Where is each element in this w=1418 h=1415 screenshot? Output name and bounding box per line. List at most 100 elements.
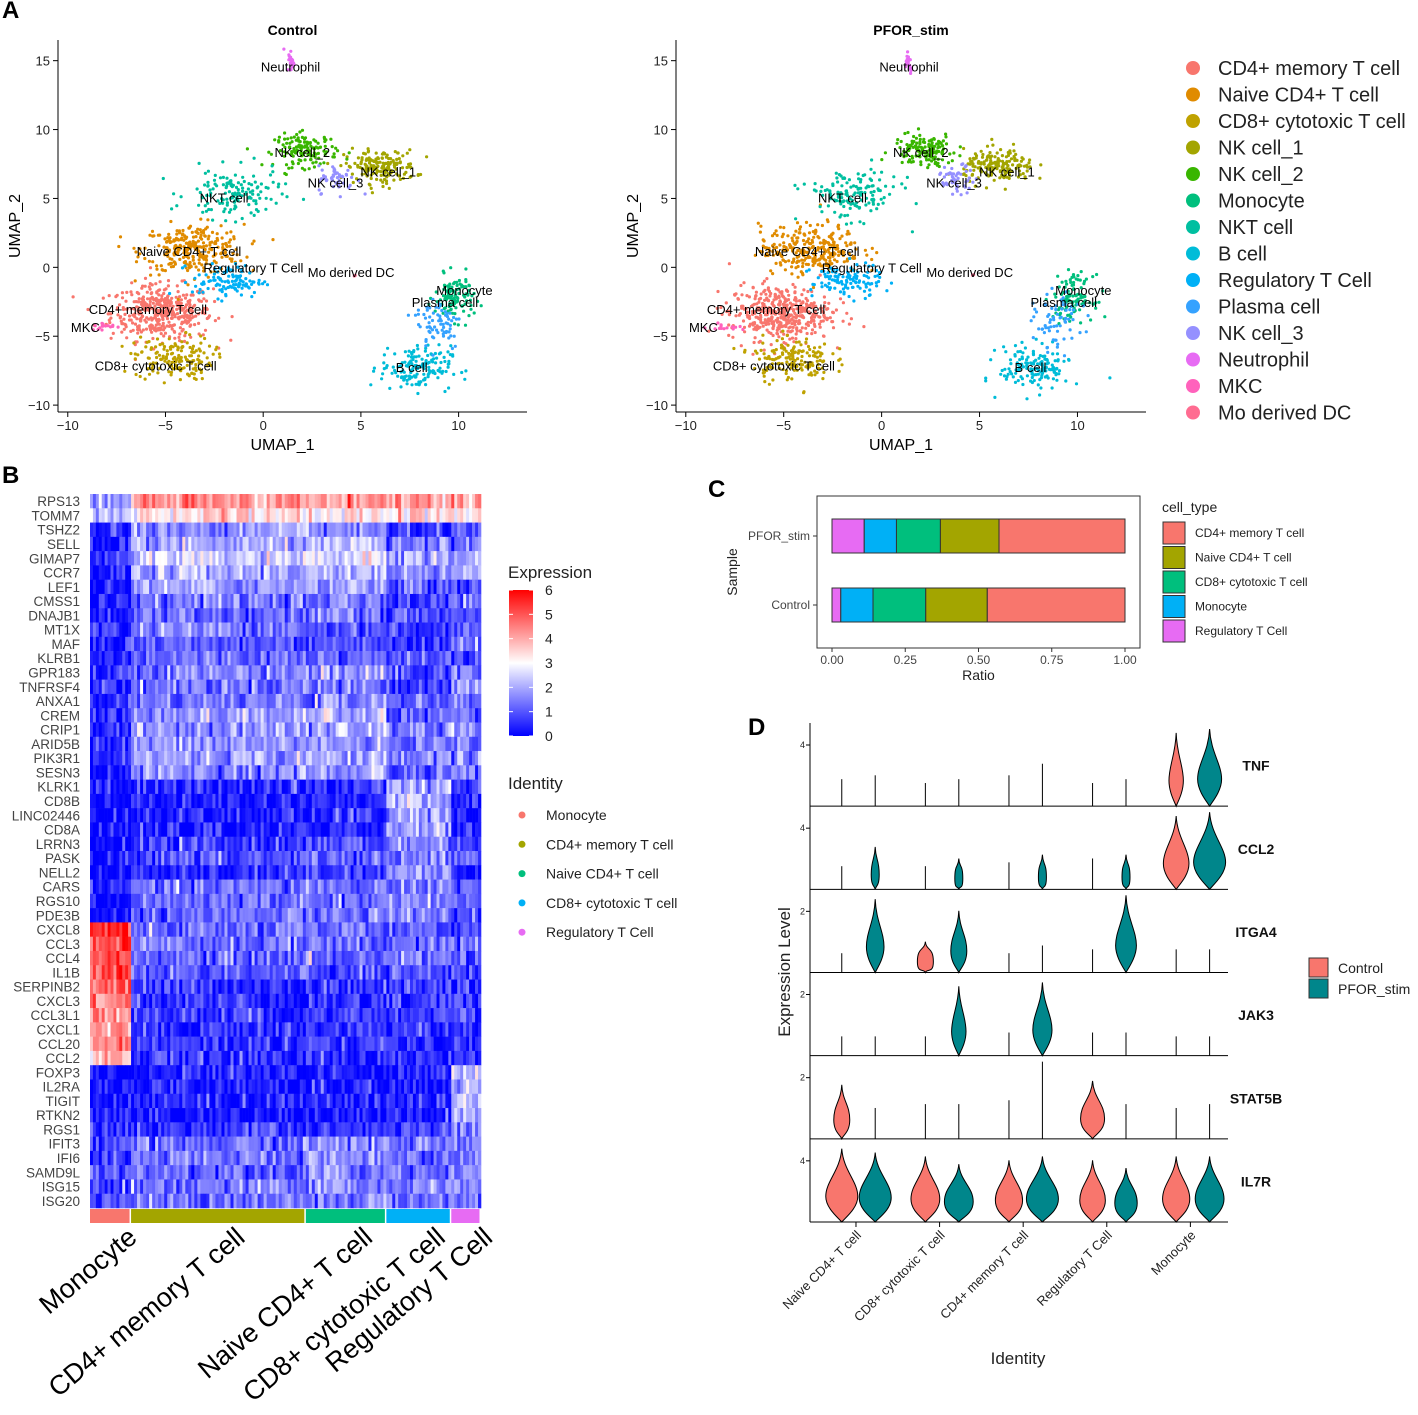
panel-label-c: C — [708, 476, 725, 503]
umap-point — [985, 144, 990, 148]
heatmap-cell — [98, 508, 103, 523]
umap-point — [788, 325, 793, 329]
umap-point — [290, 166, 294, 170]
legend-key — [1186, 246, 1200, 261]
umap-point — [439, 322, 443, 326]
heatmap-cell — [275, 536, 280, 552]
umap-point — [129, 307, 133, 311]
umap-point — [178, 358, 182, 362]
heatmap-cell — [119, 622, 123, 638]
y-tick-label: −5 — [35, 329, 50, 344]
umap-point — [769, 343, 773, 347]
heatmap-cell — [104, 851, 108, 866]
heatmap-cell — [134, 608, 138, 623]
heatmap-cell — [185, 565, 189, 580]
umap-point — [258, 196, 262, 200]
heatmap-cell — [206, 522, 210, 538]
heatmap-cell — [113, 836, 117, 852]
umap-point — [823, 283, 828, 287]
umap-point — [1050, 286, 1054, 290]
heatmap-cell — [98, 708, 103, 723]
heatmap-cell — [125, 808, 129, 823]
heatmap-cell — [143, 565, 147, 580]
heatmap-cell — [230, 494, 234, 509]
umap-point — [841, 287, 846, 291]
heatmap-cell — [200, 522, 204, 538]
heatmap-cell — [167, 579, 171, 595]
umap-point — [394, 161, 399, 165]
heatmap-cell — [101, 579, 105, 595]
umap-point — [136, 325, 140, 329]
umap-point — [1020, 355, 1024, 359]
umap-point — [802, 288, 806, 292]
umap-point — [202, 297, 206, 301]
heatmap-cell — [125, 608, 129, 623]
umap-point — [155, 355, 159, 360]
umap-point — [139, 335, 143, 339]
umap-point — [437, 343, 441, 347]
heatmap-cell — [239, 593, 243, 609]
umap-point — [832, 278, 837, 282]
heatmap-cell — [98, 565, 103, 580]
heatmap-cell — [128, 1165, 132, 1180]
umap-point — [1038, 354, 1042, 358]
legend-label: Mo derived DC — [1218, 403, 1351, 425]
heatmap-cell — [104, 636, 108, 652]
umap-point — [793, 290, 797, 294]
umap-point — [135, 290, 139, 295]
umap-point — [228, 238, 232, 242]
umap-point — [289, 49, 293, 53]
heatmap-cell — [107, 608, 111, 623]
umap-point — [202, 351, 206, 355]
umap-point — [807, 354, 812, 358]
heatmap-cell — [236, 579, 240, 595]
heatmap-cell — [245, 565, 249, 580]
umap-point — [1097, 300, 1101, 304]
heatmap-cell — [125, 1108, 129, 1123]
umap-point — [134, 372, 138, 377]
heatmap-cell — [164, 565, 168, 580]
umap-point — [857, 280, 861, 284]
umap-point — [191, 359, 195, 363]
heatmap-cell — [119, 1036, 123, 1052]
umap-point — [281, 143, 285, 147]
umap-point — [218, 176, 223, 180]
umap-point — [302, 140, 307, 144]
heatmap-cell — [230, 536, 234, 552]
heatmap-cell — [227, 565, 231, 580]
heatmap-cell — [206, 494, 210, 509]
umap-point — [205, 225, 209, 229]
heatmap-cell — [215, 551, 219, 566]
heatmap-cell — [110, 665, 114, 680]
umap-point — [1034, 337, 1038, 341]
heatmap-cell — [119, 765, 123, 780]
umap-point — [137, 328, 142, 332]
heatmap-cell — [119, 1022, 123, 1037]
heatmap-cell — [98, 1008, 103, 1023]
heatmap-cell — [110, 1136, 114, 1152]
heatmap-cell — [122, 1150, 126, 1166]
heatmap-cell — [218, 551, 222, 566]
umap-point — [869, 190, 873, 194]
heatmap-cell — [278, 579, 283, 595]
umap-point — [1000, 154, 1005, 158]
umap-point — [831, 326, 836, 330]
umap-point — [381, 184, 385, 189]
umap-point — [993, 155, 997, 159]
heatmap-cell — [98, 722, 103, 738]
heatmap-cell — [98, 1150, 103, 1166]
umap-point — [392, 163, 396, 167]
umap-point — [227, 210, 232, 214]
umap-point — [374, 171, 378, 175]
umap-point — [403, 350, 407, 354]
cluster-label: NK cell_1 — [360, 164, 416, 179]
heatmap-cell — [254, 551, 258, 566]
umap-point — [838, 297, 843, 301]
umap-point — [837, 358, 841, 362]
umap-point — [1062, 359, 1066, 363]
heatmap-cell — [113, 636, 117, 652]
umap-point — [833, 286, 837, 290]
umap-point — [813, 354, 817, 358]
umap-point — [861, 173, 865, 178]
umap-point — [805, 351, 809, 355]
